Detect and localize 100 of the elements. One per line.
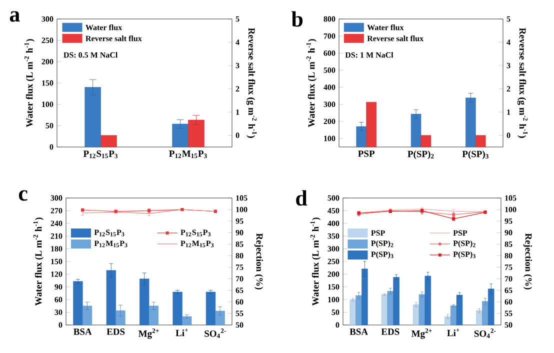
y-tick-label: 210 — [50, 233, 62, 239]
y2-tick-label: 60 — [504, 299, 512, 305]
y-tick-label: 180 — [51, 246, 62, 252]
legend-label: P$_{12}$S$_{15}$P$_{3}$ — [180, 230, 211, 236]
y-tick-label: 150 — [51, 258, 62, 264]
y-tick-label: 600 — [324, 50, 336, 56]
x-tick-label: P$_{12}$M$_{15}$P$_{3}$ — [169, 150, 207, 158]
y-tick-label: 800 — [324, 16, 336, 22]
legend-label: P(SP)$_{3}$ — [371, 251, 394, 259]
y2-tick-label: 55 — [236, 310, 244, 316]
y-tick-label: 120 — [51, 271, 62, 277]
y2-tick-label: 2 — [236, 86, 240, 92]
y2-tick-label: 50 — [504, 322, 512, 328]
legend-label: PSP — [453, 230, 468, 236]
y2-tick-label: 4 — [236, 40, 240, 45]
chart-title: d — [296, 190, 308, 206]
y-tick-label: 300 — [324, 102, 336, 108]
y-tick-label: 150 — [328, 284, 340, 290]
y2-tick-label: 75 — [504, 264, 512, 270]
y2-tick-label: 90 — [504, 230, 512, 236]
y-tick-label: 240 — [50, 220, 62, 226]
y-tick-label: 100 — [324, 136, 336, 142]
legend-label: Reverse salt flux — [367, 35, 424, 42]
y-tick-label: 250 — [328, 258, 340, 264]
y-axis-title: Water flux (L m$^{-2}$ h$^{-1}$) — [306, 39, 317, 128]
y-tick-label: 300 — [42, 16, 54, 22]
y2-axis-title: Rejection (%) — [523, 233, 532, 290]
x-tick-label: P(SP)$_{3}$ — [462, 150, 488, 160]
x-tick-label: BSA — [74, 328, 92, 335]
y-tick-label: 400 — [328, 220, 340, 226]
y2-tick-label: 70 — [504, 276, 512, 282]
annotation: DS: 1 M NaCl — [345, 52, 394, 58]
y-tick-label: 500 — [328, 195, 340, 201]
legend-label: P$_{12}$M$_{15}$P$_{3}$ — [180, 240, 214, 248]
legend-label: Reverse salt flux — [86, 35, 142, 42]
y2-tick-label: 65 — [504, 288, 512, 294]
y2-tick-label: 1 — [507, 109, 510, 115]
y-tick-label: 200 — [328, 271, 340, 277]
y2-tick-label: 0 — [506, 132, 510, 138]
y2-tick-label: 60 — [236, 299, 244, 305]
x-tick-label: Li$^{+}$ — [176, 328, 188, 336]
x-tick-label: P(SP)$_{2}$ — [408, 150, 434, 160]
x-tick-label: Mg$^{2+}$ — [138, 328, 159, 339]
y2-tick-label: 5 — [506, 16, 510, 22]
y-tick-label: 300 — [50, 195, 62, 201]
y-tick-label: 150 — [42, 80, 54, 86]
annotation: DS: 0.5 M NaCl — [64, 52, 118, 58]
y-tick-label: 0 — [336, 322, 340, 328]
y-tick-label: 400 — [324, 84, 336, 90]
y2-tick-label: 105 — [505, 195, 516, 201]
y-tick-label: 50 — [332, 310, 340, 315]
y2-tick-label: 80 — [504, 253, 512, 258]
y-tick-label: 60 — [54, 296, 62, 302]
y2-tick-label: 90 — [236, 230, 244, 236]
legend-label: P(SP)$_{2}$ — [371, 240, 394, 248]
y2-tick-label: 1 — [236, 109, 240, 115]
y-tick-label: 350 — [328, 233, 340, 239]
y2-axis-title: Rejection (%) — [254, 233, 264, 290]
y-tick-label: 250 — [42, 38, 54, 44]
legend-label: Water flux — [367, 24, 404, 30]
y2-tick-label: 105 — [236, 195, 248, 201]
y-tick-label: 0 — [58, 322, 62, 328]
y2-axis-title: Reverse salt flux (g m$^{-2}$ h$^{-1}$) — [246, 28, 257, 138]
y2-tick-label: 95 — [504, 218, 512, 224]
legend-label: P(SP)$_{2}$ — [453, 240, 476, 248]
y2-tick-label: 2 — [506, 86, 510, 92]
y2-tick-label: 85 — [236, 241, 244, 247]
chart-title: b — [291, 11, 303, 27]
legend-label: Water flux — [86, 24, 122, 30]
y-axis-title: Water flux (L m$^{-2}$ h$^{-1}$) — [24, 39, 35, 128]
x-tick-label: EDS — [381, 328, 400, 335]
y2-tick-label: 100 — [505, 206, 516, 212]
legend-label: P(SP)$_{3}$ — [453, 251, 476, 259]
y-axis-title: Water flux (L m$^{-2}$ h$^{-1}$) — [33, 218, 44, 306]
y2-axis-title: Reverse salt flux (g m$^{-2}$ h$^{-1}$) — [517, 28, 528, 138]
y-tick-label: 500 — [324, 68, 336, 73]
chart-title: c — [18, 190, 28, 201]
y-tick-label: 100 — [328, 296, 340, 302]
y-tick-label: 270 — [50, 208, 62, 214]
y2-tick-label: 3 — [236, 62, 240, 68]
x-tick-label: Li$^{+}$ — [447, 328, 460, 336]
y2-tick-label: 50 — [236, 322, 244, 328]
y-tick-label: 450 — [328, 208, 340, 214]
x-tick-label: Mg$^{2+}$ — [411, 328, 432, 339]
y-tick-label: 200 — [42, 58, 54, 64]
y2-tick-label: 5 — [236, 16, 240, 22]
y2-tick-label: 70 — [236, 276, 244, 282]
y2-tick-label: 0 — [236, 132, 240, 138]
x-tick-label: PSP — [358, 150, 375, 157]
y-tick-label: 700 — [324, 33, 336, 39]
y-axis-title: Water flux (L m$^{-2}$ h$^{-1}$) — [310, 218, 321, 306]
y2-tick-label: 85 — [504, 241, 512, 247]
y2-tick-label: 100 — [236, 206, 248, 212]
y-tick-label: 300 — [328, 246, 340, 252]
y-tick-label: 0 — [50, 144, 54, 150]
x-tick-label: EDS — [106, 328, 125, 335]
chart-title: a — [10, 11, 20, 22]
y2-tick-label: 75 — [236, 264, 244, 270]
y2-tick-label: 95 — [236, 218, 244, 224]
legend-label: PSP — [371, 230, 385, 236]
